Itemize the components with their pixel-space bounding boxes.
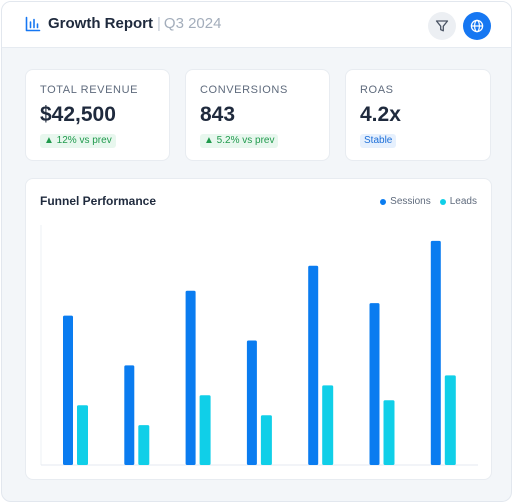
- bar-leads-4: [260, 415, 272, 465]
- legend-swatch-sessions: [380, 198, 387, 205]
- bar-leads-7: [444, 375, 456, 465]
- bar-leads-1: [77, 405, 88, 465]
- legend-item-leads: Leads: [439, 196, 477, 207]
- kpi-value: 843: [200, 103, 236, 126]
- kpi-card-revenue: TOTAL REVENUE $42,500 ▲ 12% vs prev: [25, 69, 170, 161]
- page-title: Growth Report | Q3 2024: [48, 15, 221, 32]
- trend-badge: ▲ 5.2% vs prev: [200, 134, 279, 148]
- legend-label-leads: Leads: [449, 196, 477, 207]
- kpi-label: CONVERSIONS: [200, 84, 288, 96]
- kpi-value: 4.2x: [360, 103, 401, 126]
- bar-sessions-5: [308, 265, 319, 465]
- title-separator: |: [157, 15, 161, 32]
- bar-chart-icon: [25, 16, 41, 32]
- bar-sessions-3: [185, 290, 196, 465]
- bar-leads-2: [138, 425, 150, 465]
- filter-icon: [435, 20, 449, 32]
- kpi-value: $42,500: [40, 103, 116, 126]
- kpi-card-roas: ROAS 4.2x Stable: [345, 69, 491, 161]
- bar-leads-5: [322, 385, 334, 465]
- bar-sessions-1: [63, 315, 73, 465]
- globe-icon: [470, 19, 484, 33]
- funnel-chart-card: Funnel Performance Sessions Leads: [25, 178, 492, 480]
- kpi-label: ROAS: [360, 84, 394, 96]
- report-period: Q3 2024: [163, 15, 222, 32]
- legend-item-sessions: Sessions: [380, 196, 431, 207]
- legend-swatch-leads: [439, 198, 446, 205]
- chart-title: Funnel Performance: [40, 194, 157, 208]
- bar-sessions-2: [124, 365, 135, 465]
- status-badge: Stable: [360, 134, 397, 148]
- bar-sessions-7: [430, 240, 441, 465]
- bar-leads-6: [383, 400, 395, 465]
- globe-button[interactable]: [463, 12, 491, 40]
- bar-sessions-4: [246, 340, 257, 465]
- kpi-label: TOTAL REVENUE: [40, 84, 139, 96]
- kpi-card-conversions: CONVERSIONS 843 ▲ 5.2% vs prev: [185, 69, 330, 161]
- app-header: Growth Report | Q3 2024: [2, 2, 511, 48]
- chart-legend: Sessions Leads: [380, 196, 477, 207]
- report-title: Growth Report: [48, 15, 153, 32]
- legend-label-sessions: Sessions: [390, 196, 431, 207]
- filter-button[interactable]: [428, 12, 456, 40]
- bar-sessions-6: [369, 303, 380, 465]
- bar-leads-3: [199, 395, 211, 465]
- funnel-bar-chart: [40, 225, 478, 466]
- trend-badge: ▲ 12% vs prev: [40, 134, 116, 148]
